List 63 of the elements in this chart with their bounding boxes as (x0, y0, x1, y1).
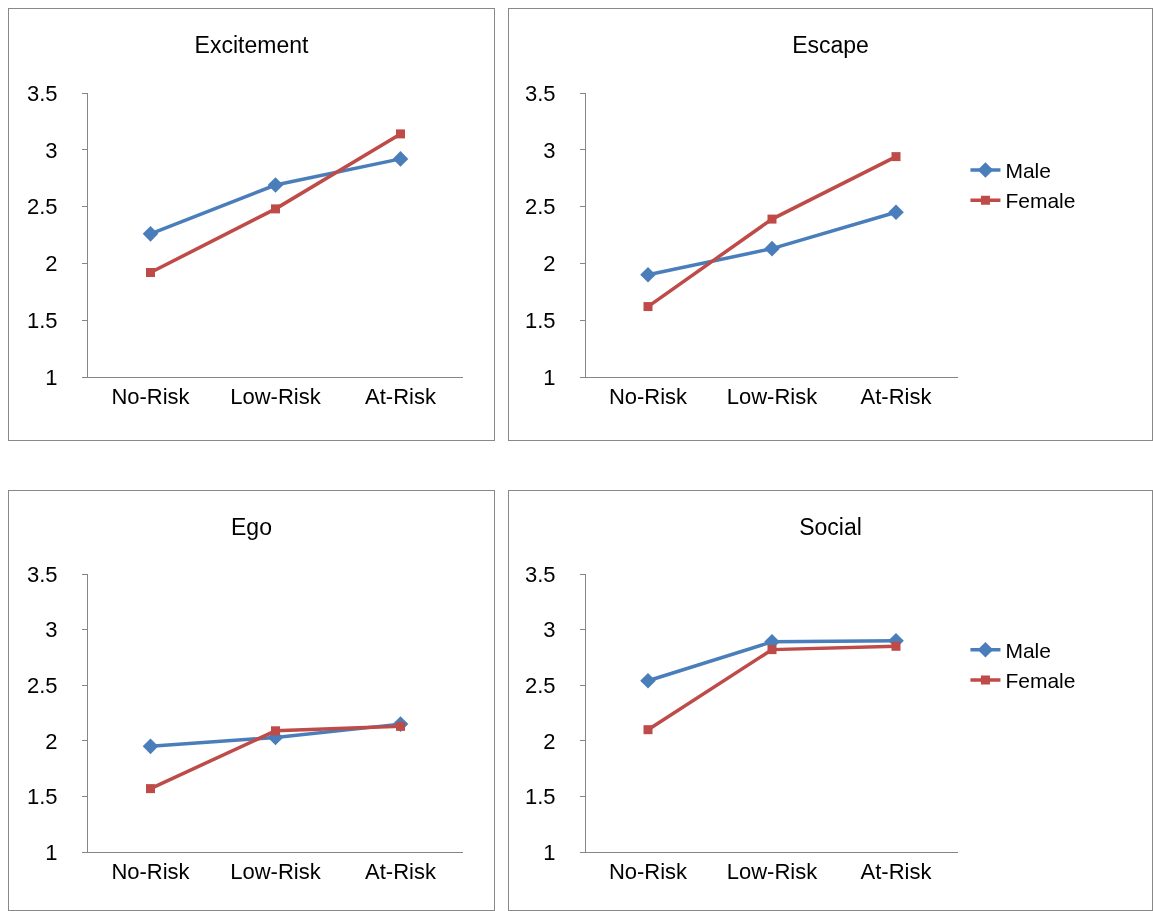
point (392, 151, 409, 167)
x-tick-label: No-Risk (111, 859, 191, 885)
y-tick-label: 3.5 (525, 561, 556, 587)
x-tick-label: No-Risk (111, 384, 191, 410)
point (396, 129, 405, 139)
y-tick-label: 3 (45, 617, 58, 643)
y-tick-label: 2.5 (27, 672, 58, 698)
x-tick-label: Low-Risk (230, 384, 322, 410)
y-tick-label: 3.5 (525, 80, 556, 106)
x-tick-label: Low-Risk (726, 384, 819, 410)
point (764, 240, 780, 257)
y-tick-label: 2.5 (525, 672, 556, 698)
point (271, 204, 280, 214)
y-tick-label: 3.5 (27, 80, 58, 106)
point (767, 214, 777, 224)
chart-title: Social (799, 514, 862, 541)
x-tick-label: No-Risk (608, 859, 689, 885)
y-tick-label: 3.5 (27, 561, 58, 587)
x-tick-label: At-Risk (365, 859, 437, 885)
point (767, 645, 777, 655)
y-tick-label: 1.5 (525, 784, 556, 810)
y-tick-label: 1 (45, 364, 58, 390)
y-tick-label: 2 (45, 728, 58, 754)
chart-title: Excitement (194, 32, 309, 59)
point (891, 152, 901, 162)
point (643, 725, 653, 735)
y-tick-label: 1 (45, 839, 58, 865)
y-tick-label: 1 (543, 839, 556, 865)
y-tick-label: 3 (45, 137, 58, 163)
y-tick-label: 2 (543, 728, 556, 754)
chart-title: Escape (792, 32, 869, 59)
y-tick-label: 3 (543, 137, 556, 163)
y-tick-label: 2.5 (27, 194, 58, 220)
chart-title: Ego (231, 514, 272, 541)
point (891, 641, 901, 651)
x-tick-label: Low-Risk (726, 859, 819, 885)
y-tick-label: 2 (45, 251, 58, 277)
y-tick-label: 1.5 (27, 307, 58, 333)
x-tick-label: Low-Risk (230, 859, 322, 885)
x-tick-label: No-Risk (608, 384, 689, 410)
x-tick-label: At-Risk (860, 859, 933, 885)
point (888, 204, 904, 221)
point (146, 784, 155, 794)
legend-label: Female (1005, 669, 1076, 693)
y-tick-label: 2.5 (525, 194, 556, 220)
y-tick-label: 1.5 (525, 307, 556, 333)
y-tick-label: 2 (543, 251, 556, 277)
point (643, 302, 653, 312)
point (142, 226, 159, 242)
y-tick-label: 3 (543, 617, 556, 643)
y-tick-label: 1.5 (27, 784, 58, 810)
point (146, 267, 155, 277)
point (640, 266, 656, 283)
x-tick-label: At-Risk (365, 384, 437, 410)
point (640, 672, 656, 689)
point (142, 738, 159, 755)
legend-label: Male (1005, 159, 1051, 183)
y-tick-label: 1 (543, 364, 556, 390)
legend-label: Male (1005, 638, 1051, 662)
point (271, 726, 280, 736)
legend-label: Female (1005, 189, 1076, 213)
point (267, 177, 284, 193)
x-tick-label: At-Risk (860, 384, 933, 410)
